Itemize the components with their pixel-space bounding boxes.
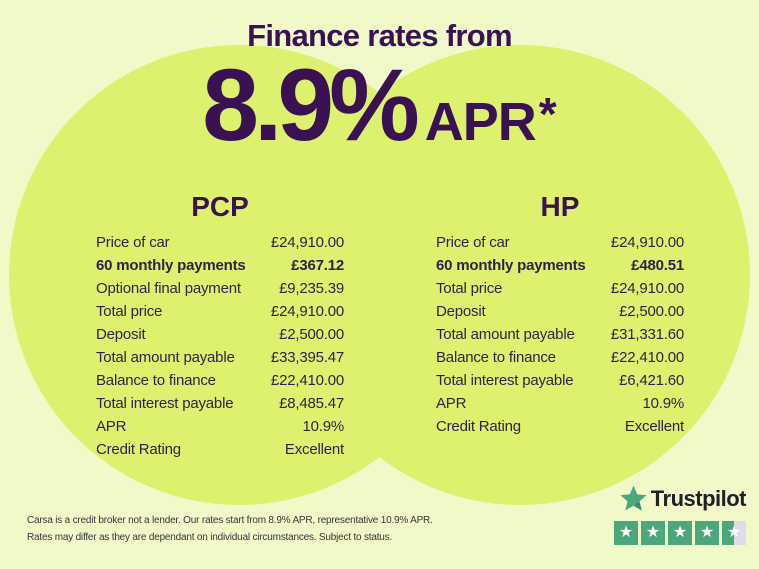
row-value: £33,395.47 <box>270 349 344 366</box>
row-label: Total amount payable <box>96 349 235 366</box>
pcp-table: PCP Price of car £24,910.00 60 monthly pay… <box>96 190 344 464</box>
table-row: Total price £24,910.00 <box>96 303 344 326</box>
table-row: APR 10.9% <box>436 395 684 418</box>
table-row: Total amount payable £31,331.60 <box>436 326 684 349</box>
table-row: Balance to finance £22,410.00 <box>436 349 684 372</box>
row-label: Total interest payable <box>96 395 234 412</box>
page-title: Finance rates from <box>247 18 512 53</box>
row-value: £31,331.60 <box>610 326 684 343</box>
row-value: 10.9% <box>302 418 344 435</box>
rating-star-box: ★ <box>695 521 719 545</box>
rating-star-box: ★ <box>614 521 638 545</box>
row-value: 10.9% <box>642 395 684 412</box>
rating-star-box: ★ <box>668 521 692 545</box>
row-label: 60 monthly payments <box>436 257 586 274</box>
table-row: Deposit £2,500.00 <box>436 303 684 326</box>
row-label: Balance to finance <box>436 349 556 366</box>
hp-table: HP Price of car £24,910.00 60 monthly paym… <box>436 190 684 441</box>
table-row: Credit Rating Excellent <box>436 418 684 441</box>
rate-value: 8.9% <box>202 48 419 162</box>
row-label: Deposit <box>96 326 146 343</box>
rating-star-box: ★ <box>641 521 665 545</box>
row-label: Total interest payable <box>436 372 574 389</box>
row-value: £6,421.60 <box>619 372 684 389</box>
background-circle-right <box>290 45 750 505</box>
star-icon: ★ <box>699 524 715 541</box>
trustpilot-logo: Trustpilot <box>612 485 747 512</box>
disclaimer-line-2: Rates may differ as they are dependant o… <box>27 532 393 543</box>
row-label: Total amount payable <box>436 326 575 343</box>
pcp-heading: PCP <box>191 191 249 222</box>
rate-apr-label: APR <box>424 92 537 152</box>
table-row: Deposit £2,500.00 <box>96 326 344 349</box>
legal-disclaimer: Carsa is a credit broker not a lender. O… <box>27 512 467 546</box>
rating-star-box: ★ <box>722 521 746 545</box>
table-row: Credit Rating Excellent <box>96 441 344 464</box>
table-row: Price of car £24,910.00 <box>436 234 684 257</box>
table-row: Price of car £24,910.00 <box>96 234 344 257</box>
pcp-rows: Price of car £24,910.00 60 monthly payment… <box>96 234 344 464</box>
row-label: Balance to finance <box>96 372 216 389</box>
trustpilot-star-icon <box>620 485 647 511</box>
disclaimer-line-1: Carsa is a credit broker not a lender. O… <box>27 515 433 526</box>
table-row: APR 10.9% <box>96 418 344 441</box>
hp-rows: Price of car £24,910.00 60 monthly payment… <box>436 234 684 441</box>
row-label: 60 monthly payments <box>96 257 246 274</box>
trustpilot-rating-stars: ★ ★ ★ ★ ★ <box>612 521 746 545</box>
table-row: 60 monthly payments £367.12 <box>96 257 344 280</box>
table-row: Total amount payable £33,395.47 <box>96 349 344 372</box>
row-value: £22,410.00 <box>610 349 684 366</box>
row-value: £2,500.00 <box>279 326 344 343</box>
row-value: £367.12 <box>291 257 344 274</box>
row-value: Excellent <box>624 418 684 435</box>
row-label: Total price <box>96 303 163 320</box>
star-icon: ★ <box>672 524 688 541</box>
row-value: £8,485.47 <box>279 395 344 412</box>
hp-heading: HP <box>540 191 580 222</box>
rate-asterisk: * <box>538 88 557 140</box>
trustpilot-widget: Trustpilot ★ ★ ★ ★ ★ <box>612 485 747 545</box>
table-row: Optional final payment £9,235.39 <box>96 280 344 303</box>
row-value: £24,910.00 <box>610 280 684 297</box>
table-row: Total price £24,910.00 <box>436 280 684 303</box>
row-value: Excellent <box>284 441 344 458</box>
trustpilot-brand-text: Trustpilot <box>650 485 747 511</box>
row-label: Price of car <box>96 234 170 251</box>
row-value: £9,235.39 <box>279 280 344 297</box>
row-label: Credit Rating <box>96 441 181 458</box>
row-value: £24,910.00 <box>610 234 684 251</box>
row-value: £24,910.00 <box>270 234 344 251</box>
table-row: Total interest payable £6,421.60 <box>436 372 684 395</box>
row-value: £24,910.00 <box>270 303 344 320</box>
table-row: Total interest payable £8,485.47 <box>96 395 344 418</box>
star-icon: ★ <box>618 524 634 541</box>
row-value: £2,500.00 <box>619 303 684 320</box>
row-label: Credit Rating <box>436 418 521 435</box>
row-label: APR <box>436 395 467 412</box>
row-label: Optional final payment <box>96 280 241 297</box>
table-row: 60 monthly payments £480.51 <box>436 257 684 280</box>
row-label: APR <box>96 418 127 435</box>
star-icon: ★ <box>726 524 742 541</box>
headline-rate: 8.9% APR * <box>0 54 759 156</box>
row-label: Total price <box>436 280 503 297</box>
row-label: Deposit <box>436 303 486 320</box>
row-label: Price of car <box>436 234 510 251</box>
row-value: £480.51 <box>631 257 684 274</box>
star-icon: ★ <box>645 524 661 541</box>
row-value: £22,410.00 <box>270 372 344 389</box>
table-row: Balance to finance £22,410.00 <box>96 372 344 395</box>
